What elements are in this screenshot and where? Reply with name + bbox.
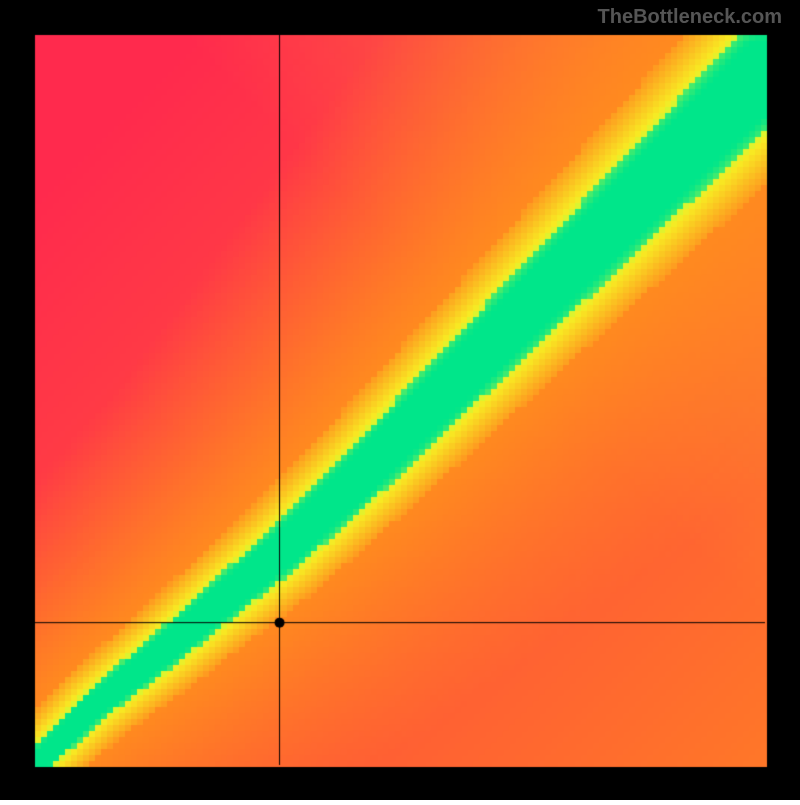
heatmap-canvas <box>0 0 800 800</box>
watermark-text: TheBottleneck.com <box>598 6 782 29</box>
heatmap-canvas-wrap <box>0 0 800 805</box>
chart-container: TheBottleneck.com <box>0 0 800 800</box>
